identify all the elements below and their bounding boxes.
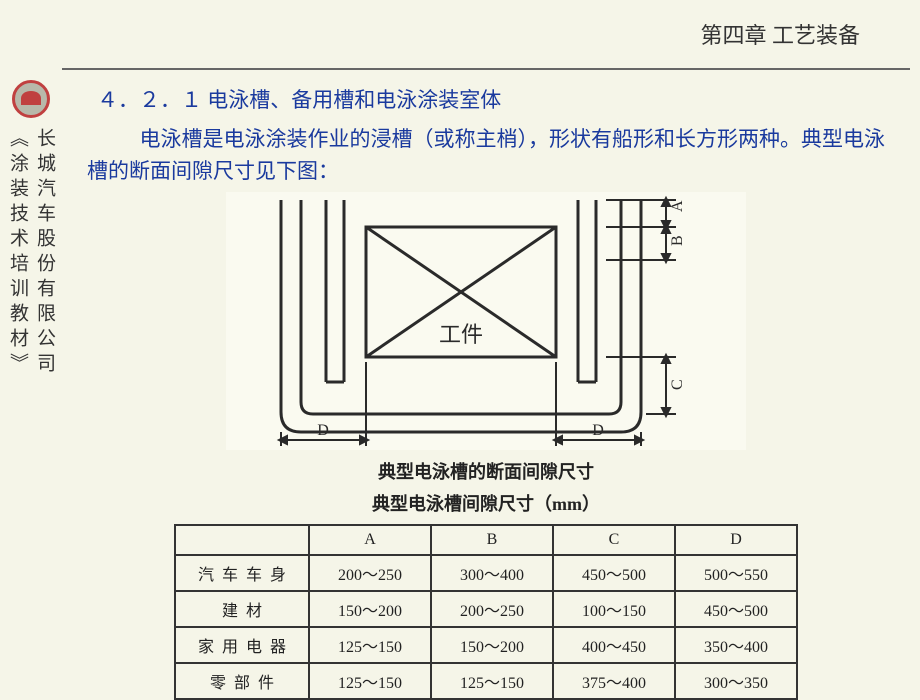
row-label: 汽车车身	[175, 555, 309, 591]
cell: 450～500	[675, 591, 797, 627]
dim-d-left-label: D	[317, 422, 329, 439]
table-row: 家用电器 125～150 150～200 400～450 350～400	[175, 627, 797, 663]
col-header: D	[675, 525, 797, 555]
cell: 500～550	[675, 555, 797, 591]
company-logo-icon	[12, 80, 50, 118]
section-title: ４．２．１ 电泳槽、备用槽和电泳涂装室体	[62, 84, 910, 114]
cell: 200～250	[431, 591, 553, 627]
dim-b-label: B	[669, 235, 686, 246]
cell: 400～450	[553, 627, 675, 663]
left-sidebar: 长城汽车股份有限公司 《涂装技术培训教材》	[8, 80, 54, 378]
cell: 350～400	[675, 627, 797, 663]
table-caption: 典型电泳槽间隙尺寸（mm）	[62, 490, 910, 516]
dimension-table: A B C D 汽车车身 200～250 300～400 450～500 500…	[174, 524, 798, 700]
cell: 450～500	[553, 555, 675, 591]
table-body: 汽车车身 200～250 300～400 450～500 500～550 建材 …	[175, 555, 797, 699]
table-header-row: A B C D	[175, 525, 797, 555]
workpiece-label: 工件	[439, 322, 483, 347]
dim-d-right-label: D	[592, 422, 604, 439]
cell: 125～150	[309, 627, 431, 663]
row-label: 零部件	[175, 663, 309, 699]
chapter-header: 第四章 工艺装备	[62, 10, 910, 68]
col-header: C	[553, 525, 675, 555]
body-paragraph: 电泳槽是电泳涂装作业的浸槽（或称主梢），形状有船形和长方形两种。典型电泳槽的断面…	[62, 124, 910, 187]
dim-c-label: C	[669, 379, 686, 390]
col-header: B	[431, 525, 553, 555]
diagram-container: 工件 A B C D D	[62, 192, 910, 450]
cell: 100～150	[553, 591, 675, 627]
company-name: 长城汽车股份有限公司	[34, 128, 55, 378]
divider	[62, 68, 910, 70]
tank-cross-section-diagram: 工件 A B C D D	[226, 192, 746, 450]
section-heading: 电泳槽、备用槽和电泳涂装室体	[207, 88, 501, 112]
cell: 375～400	[553, 663, 675, 699]
cell: 125～150	[431, 663, 553, 699]
table-row: 汽车车身 200～250 300～400 450～500 500～550	[175, 555, 797, 591]
cell: 150～200	[309, 591, 431, 627]
table-row: 零部件 125～150 125～150 375～400 300～350	[175, 663, 797, 699]
cell: 200～250	[309, 555, 431, 591]
row-label: 家用电器	[175, 627, 309, 663]
diagram-caption: 典型电泳槽的断面间隙尺寸	[62, 458, 910, 484]
main-content: 第四章 工艺装备 ４．２．１ 电泳槽、备用槽和电泳涂装室体 电泳槽是电泳涂装作业…	[62, 10, 910, 700]
row-label: 建材	[175, 591, 309, 627]
cell: 300～400	[431, 555, 553, 591]
table-corner	[175, 525, 309, 555]
body-text-content: 电泳槽是电泳涂装作业的浸槽（或称主梢），形状有船形和长方形两种。典型电泳槽的断面…	[87, 127, 885, 183]
cell: 150～200	[431, 627, 553, 663]
cell: 125～150	[309, 663, 431, 699]
section-number: ４．２．１	[97, 88, 202, 112]
dim-a-label: A	[669, 200, 686, 212]
col-header: A	[309, 525, 431, 555]
book-title: 《涂装技术培训教材》	[7, 128, 28, 378]
cell: 300～350	[675, 663, 797, 699]
table-row: 建材 150～200 200～250 100～150 450～500	[175, 591, 797, 627]
sidebar-company-text: 长城汽车股份有限公司 《涂装技术培训教材》	[4, 128, 58, 378]
